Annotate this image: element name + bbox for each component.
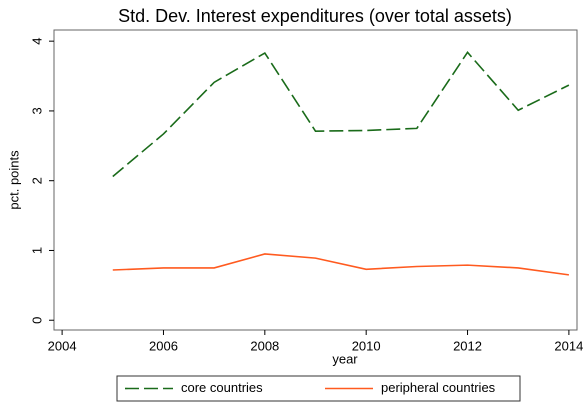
legend	[116, 375, 521, 402]
y-axis-label: pct. points	[6, 150, 21, 210]
y-tick-label: 1	[29, 247, 44, 254]
y-tick-label: 3	[29, 107, 44, 114]
y-tick-label: 4	[29, 38, 44, 45]
x-tick-label: 2012	[453, 338, 482, 353]
series-line	[112, 51, 570, 178]
series-line	[112, 253, 570, 276]
x-tick-label: 2008	[250, 338, 279, 353]
legend-label: core countries	[181, 380, 263, 395]
plot-area	[53, 29, 578, 331]
y-tick-label: 0	[29, 317, 44, 324]
chart-title: Std. Dev. Interest expenditures (over to…	[118, 6, 512, 26]
x-tick-label: 2014	[554, 338, 583, 353]
x-axis-label: year	[332, 351, 358, 366]
x-tick-label: 2010	[352, 338, 381, 353]
legend-label: peripheral countries	[381, 380, 496, 395]
x-tick-label: 2004	[48, 338, 77, 353]
x-tick-label: 2006	[149, 338, 178, 353]
y-tick-label: 2	[29, 177, 44, 184]
